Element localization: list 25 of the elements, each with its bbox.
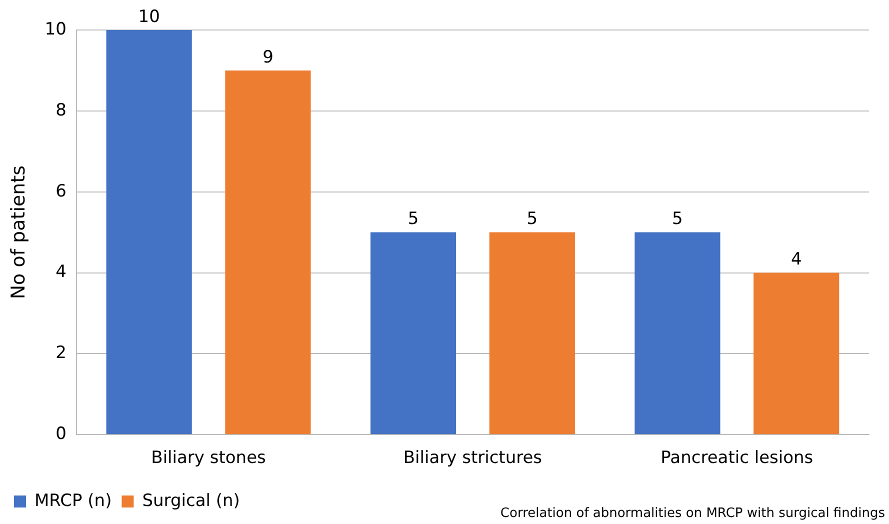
data-label: 4 <box>790 250 802 270</box>
bar <box>106 30 192 434</box>
data-label: 9 <box>262 47 274 68</box>
data-label: 5 <box>526 209 538 230</box>
y-axis-title: No of patients <box>7 165 30 300</box>
bar <box>754 272 840 434</box>
bar <box>225 70 311 434</box>
bar <box>634 232 720 434</box>
y-tick-label: 8 <box>56 100 66 120</box>
x-tick-label: Biliary stones <box>151 448 266 468</box>
bar <box>489 232 575 434</box>
data-label: 10 <box>138 6 160 27</box>
legend-label: MRCP (n) <box>34 490 112 511</box>
y-tick-label: 6 <box>56 181 66 202</box>
y-tick-label: 0 <box>56 424 66 444</box>
y-tick-label: 2 <box>56 343 66 364</box>
x-tick-label: Biliary strictures <box>403 448 542 468</box>
bar <box>370 232 456 434</box>
data-label: 5 <box>672 209 683 230</box>
text: Correlation of abnormalities on MRCP with surgical findings <box>500 506 886 521</box>
y-tick-label: 4 <box>56 262 66 282</box>
y-tick-label: 10 <box>44 19 66 40</box>
data-label: 5 <box>408 209 419 230</box>
x-tick-label: Pancreatic lesions <box>660 448 814 468</box>
legend-label: Surgical (n) <box>142 490 240 511</box>
